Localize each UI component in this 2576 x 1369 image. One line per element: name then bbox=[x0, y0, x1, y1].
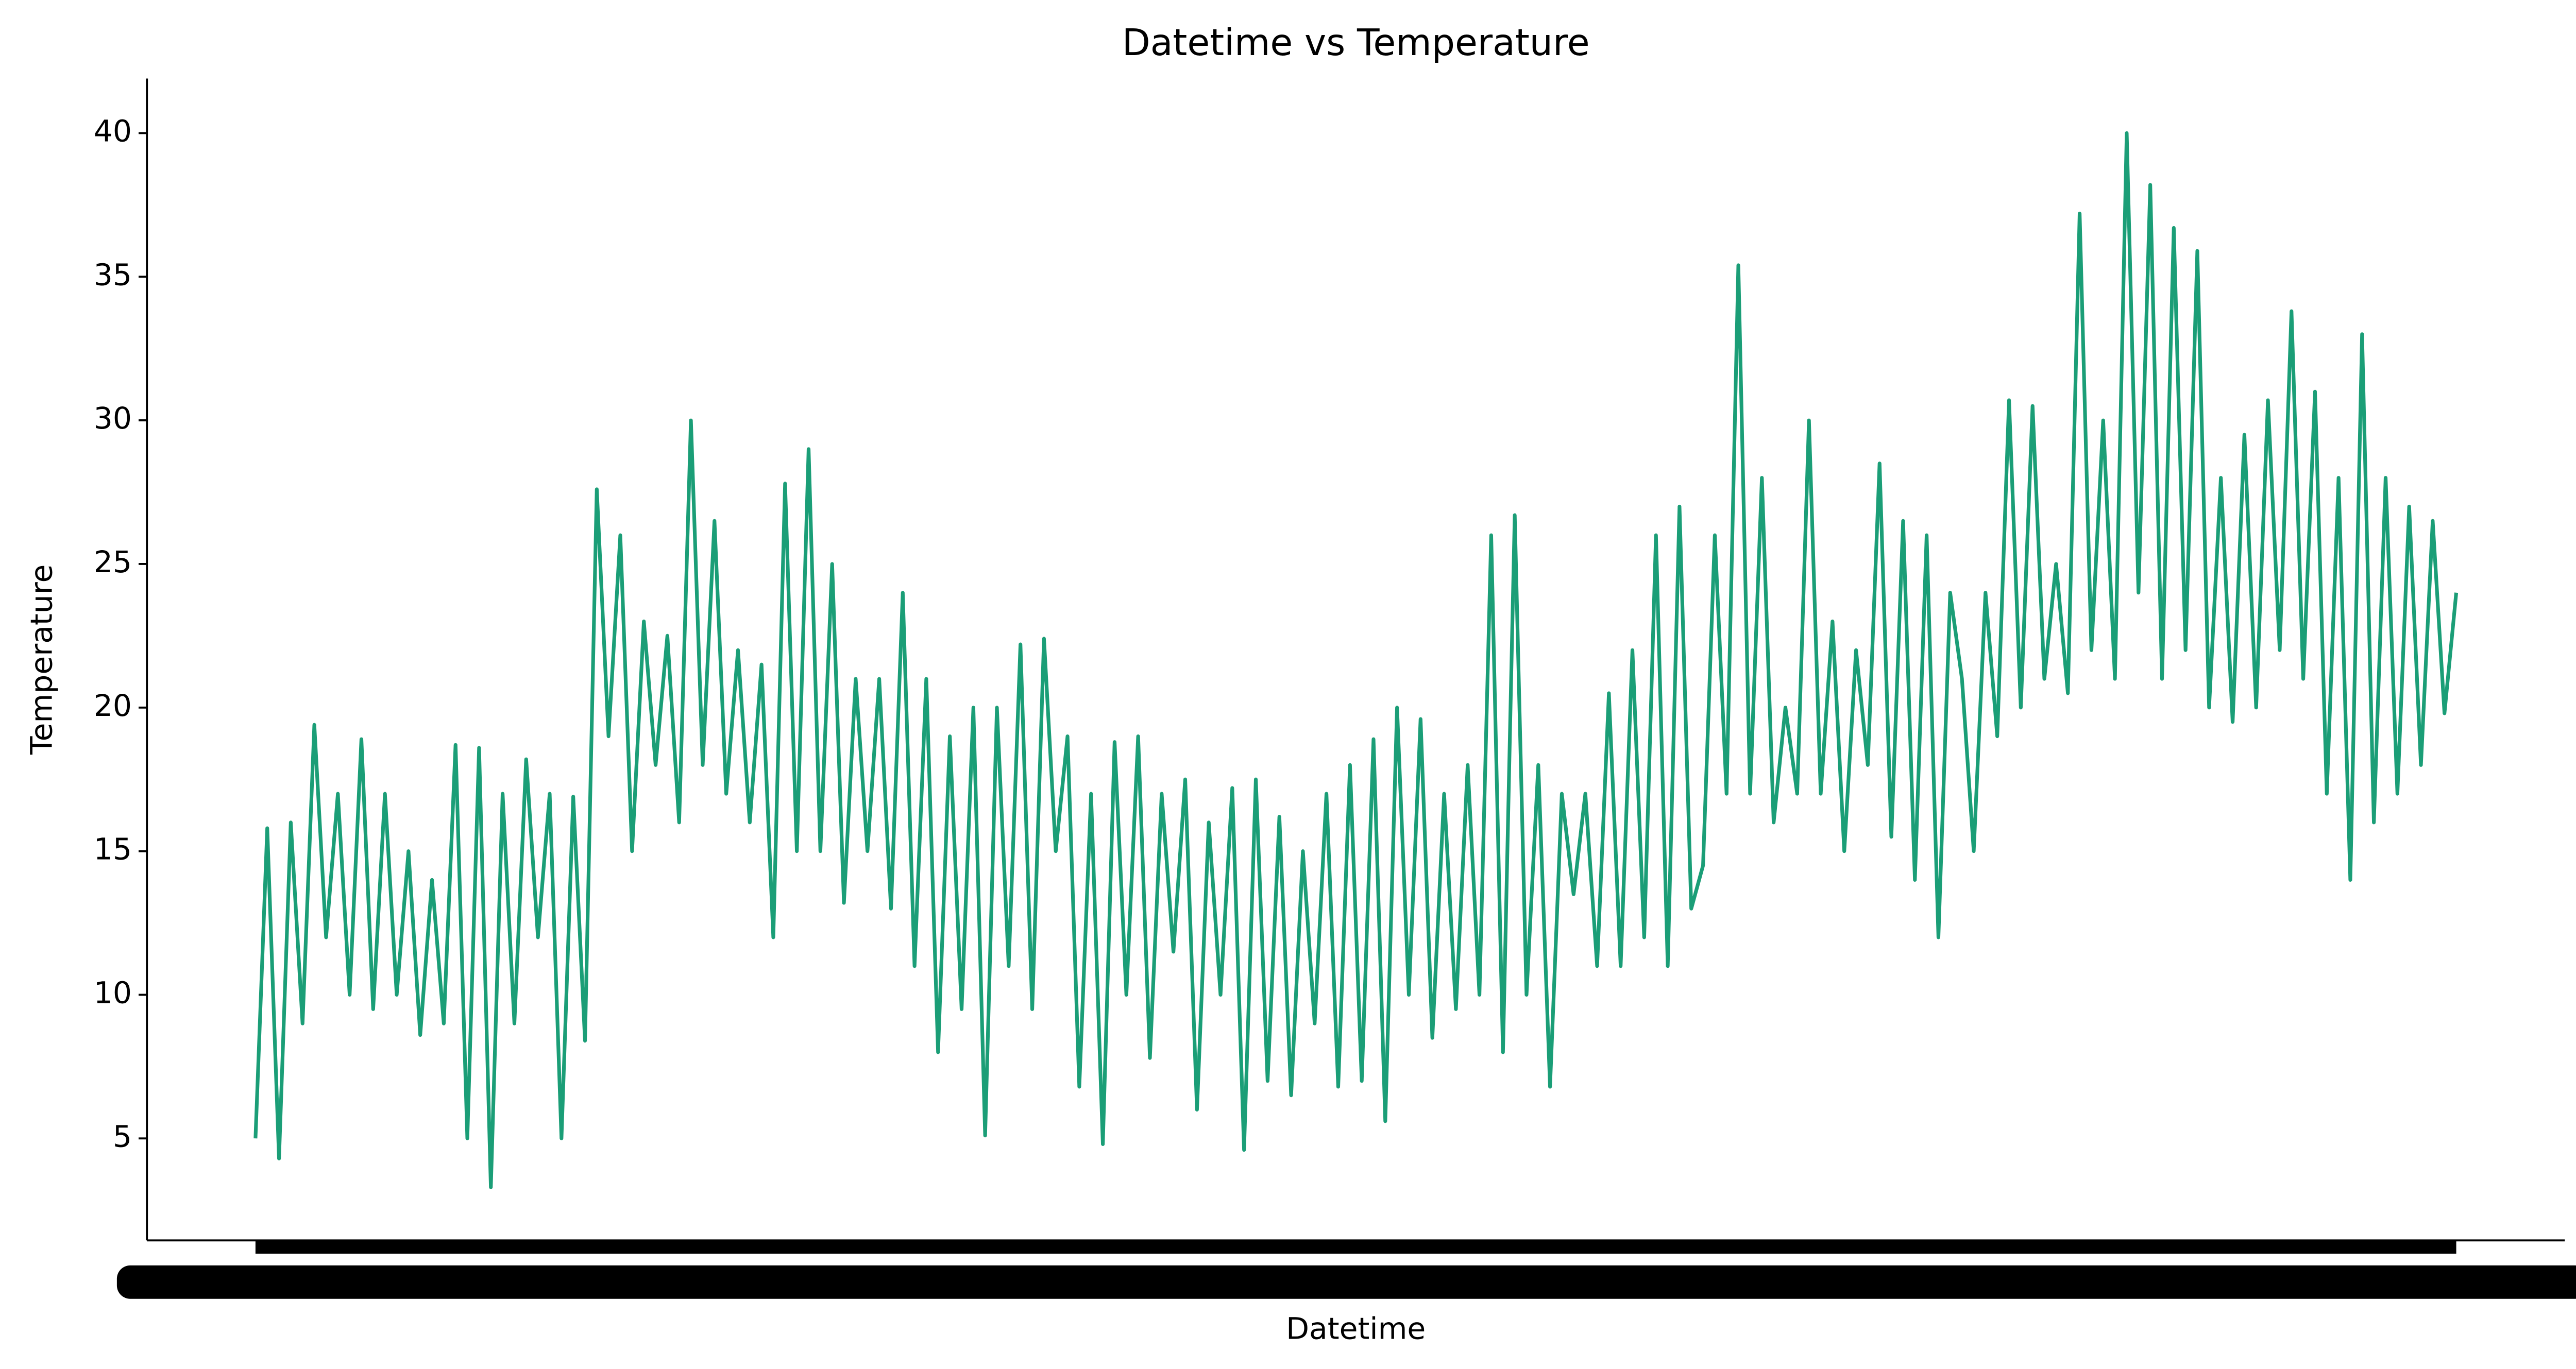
x-tick-labels-overlapped bbox=[116, 1265, 2576, 1299]
chart-title: Datetime vs Temperature bbox=[1122, 21, 1590, 64]
y-tick-label: 5 bbox=[113, 1119, 132, 1154]
y-tick-label: 25 bbox=[94, 544, 132, 579]
y-tick-label: 20 bbox=[94, 688, 132, 723]
x-tick-marks bbox=[255, 1240, 2456, 1254]
y-tick-label: 10 bbox=[94, 976, 132, 1011]
x-axis-label: Datetime bbox=[1286, 1311, 1426, 1346]
y-tick-label: 30 bbox=[94, 401, 132, 436]
y-tick-label: 40 bbox=[94, 114, 132, 149]
temperature-line bbox=[253, 131, 2459, 1189]
y-tick-label: 15 bbox=[94, 832, 132, 867]
y-tick-label: 35 bbox=[94, 257, 132, 292]
y-axis-label: Temperature bbox=[24, 564, 59, 755]
